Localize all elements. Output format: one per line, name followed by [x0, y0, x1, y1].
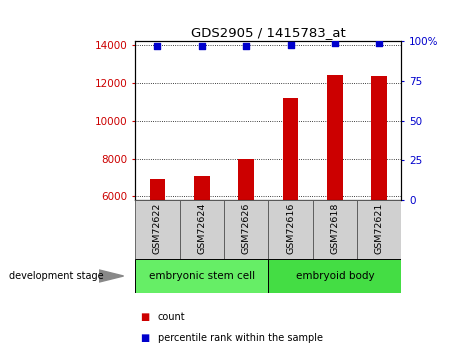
Title: GDS2905 / 1415783_at: GDS2905 / 1415783_at: [191, 26, 346, 39]
Point: [331, 40, 338, 46]
Text: GSM72626: GSM72626: [242, 203, 251, 254]
Point: [287, 42, 294, 47]
Polygon shape: [99, 270, 124, 282]
Point: [376, 40, 383, 46]
Bar: [268, 200, 313, 259]
Point: [154, 43, 161, 49]
Text: GSM72618: GSM72618: [331, 203, 339, 254]
Bar: [372, 76, 387, 200]
Bar: [357, 200, 401, 259]
Bar: [283, 98, 298, 200]
Bar: [150, 179, 165, 200]
Text: GSM72616: GSM72616: [286, 203, 295, 254]
Bar: [135, 200, 179, 259]
Text: embryonic stem cell: embryonic stem cell: [149, 271, 255, 281]
Text: count: count: [158, 313, 185, 322]
Text: ■: ■: [140, 313, 149, 322]
Bar: [224, 200, 268, 259]
Text: development stage: development stage: [9, 271, 104, 281]
Text: GSM72621: GSM72621: [375, 203, 384, 254]
Bar: [179, 200, 224, 259]
Point: [198, 43, 205, 49]
Bar: [313, 200, 357, 259]
Bar: [268, 259, 401, 293]
Text: embryoid body: embryoid body: [295, 271, 374, 281]
Bar: [194, 177, 210, 200]
Text: percentile rank within the sample: percentile rank within the sample: [158, 333, 323, 343]
Point: [243, 43, 250, 49]
Text: GSM72622: GSM72622: [153, 203, 162, 254]
Text: GSM72624: GSM72624: [198, 203, 206, 254]
Bar: [135, 259, 268, 293]
Bar: [327, 76, 343, 200]
Text: ■: ■: [140, 333, 149, 343]
Bar: [239, 159, 254, 200]
